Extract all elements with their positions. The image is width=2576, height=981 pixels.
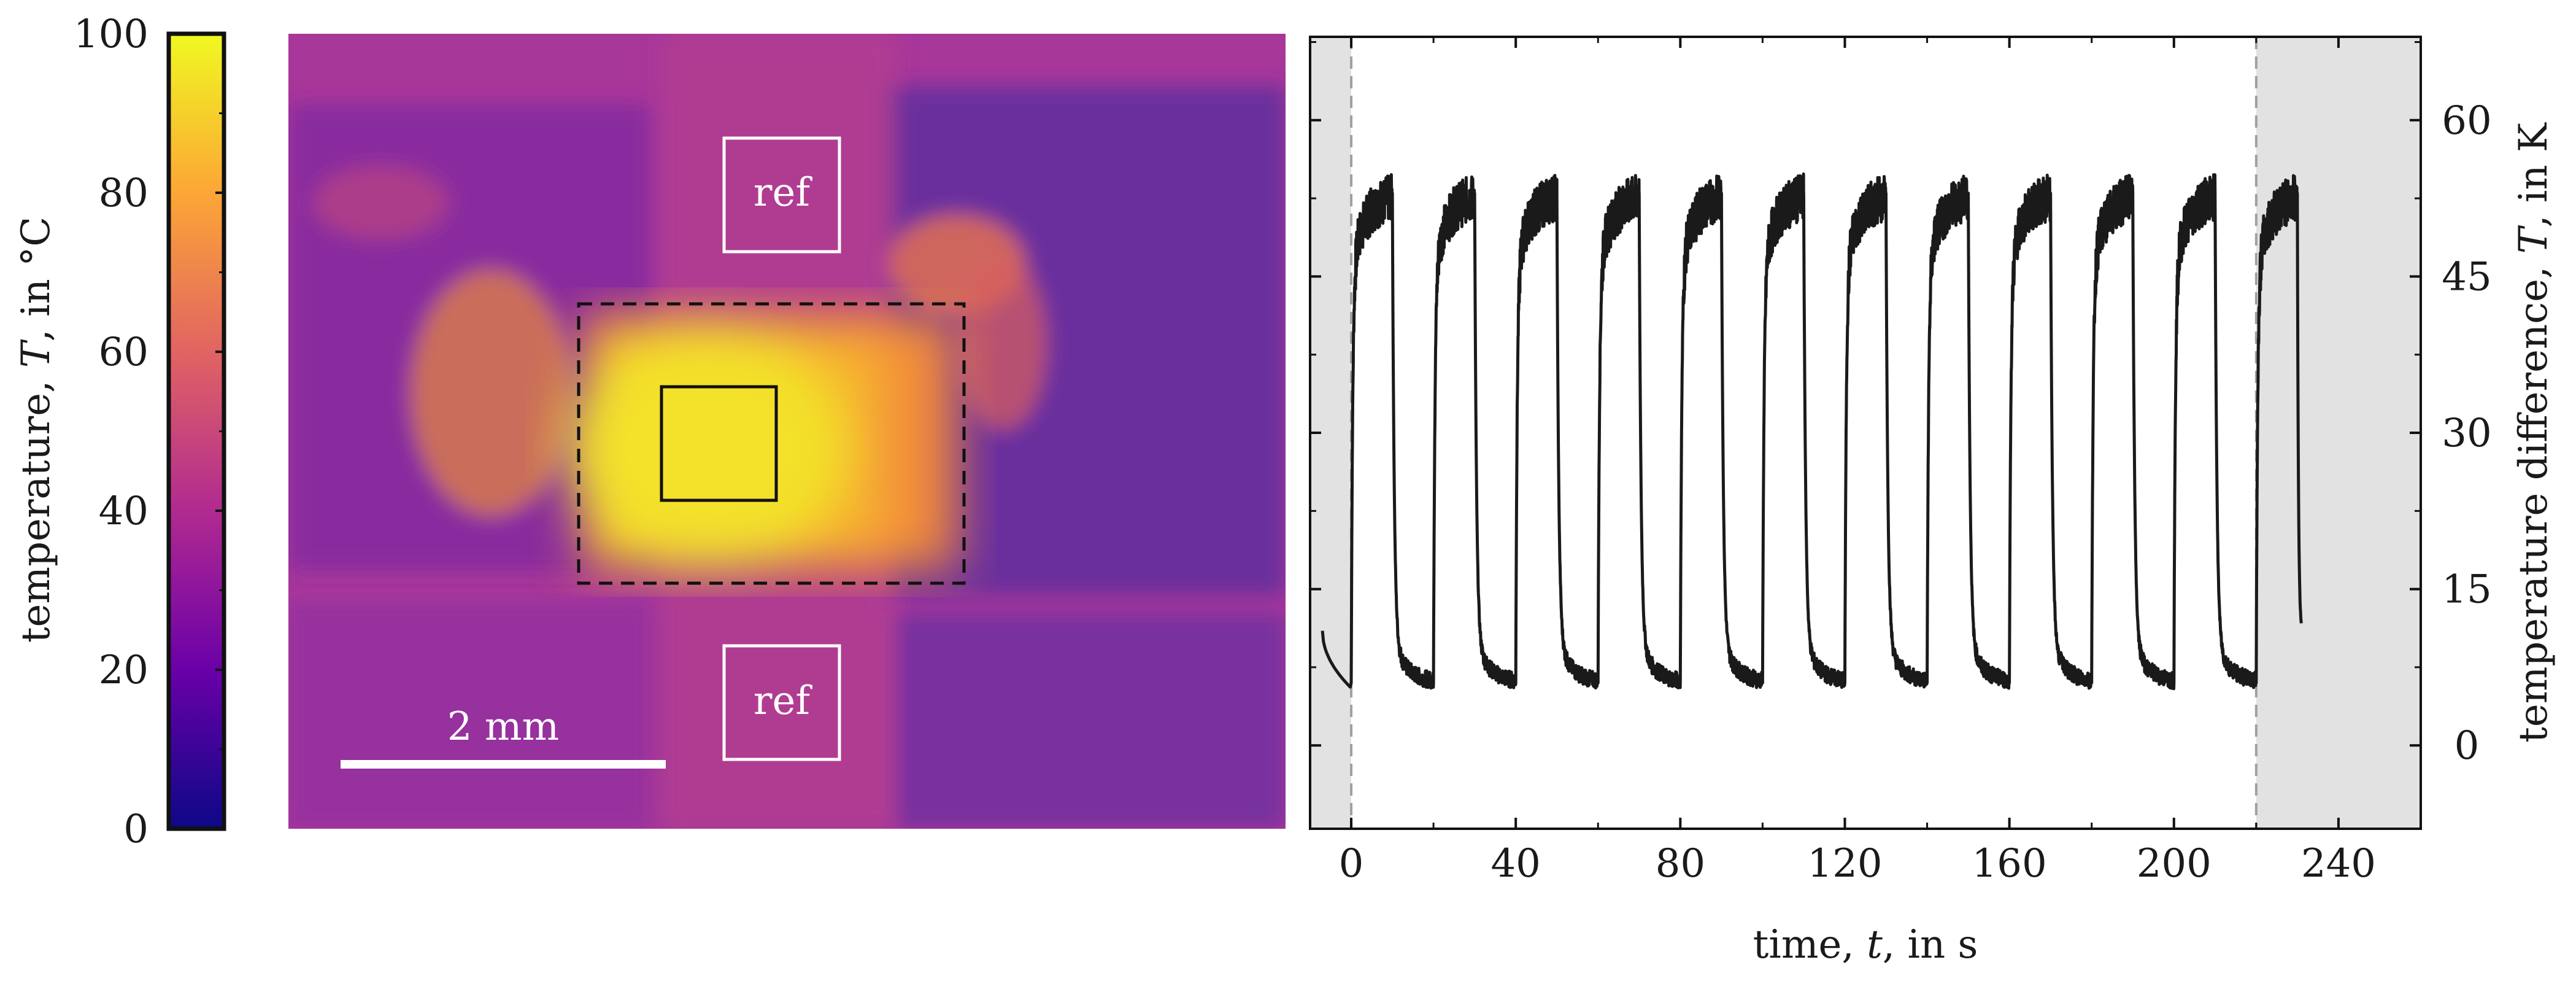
hot-region: [565, 313, 957, 571]
colorbar-tick-label: 0: [123, 807, 148, 852]
ref-label-top: ref: [754, 170, 812, 215]
y-tick-label: 60: [2442, 98, 2491, 144]
thermal-image: ref ref 2 mm: [288, 34, 1286, 829]
scale-bar: [341, 760, 666, 769]
y-tick-label: 15: [2442, 567, 2491, 613]
shaded-region: [2256, 37, 2421, 829]
plot-line-group: [1321, 172, 2303, 691]
series-line: [1321, 172, 2303, 691]
solid-roi: [660, 385, 778, 502]
colorbar-tick-label: 80: [99, 171, 148, 216]
ref-box-bottom: [722, 644, 841, 761]
colorbar-tick-label: 20: [99, 648, 148, 693]
x-tick-label: 40: [1490, 841, 1540, 886]
colorbar-ticks: 0 20 40 60 80 100: [74, 12, 224, 852]
line-plot: 0 40 80 120 160 200 240 0 15 30 45 60 time, t, in …: [1309, 36, 2556, 967]
thermal-structures: [288, 34, 1286, 829]
x-tick-label: 120: [1807, 841, 1882, 886]
x-axis-label: time, t, in s: [1753, 922, 1978, 967]
y-tick-label: 45: [2442, 254, 2491, 300]
colorbar-tick-label: 60: [99, 330, 148, 375]
x-tick-label: 0: [1339, 841, 1364, 886]
ref-box-top: [722, 136, 841, 254]
y-ticks: 0 15 30 45 60: [1310, 41, 2492, 769]
x-tick-label: 240: [2301, 841, 2376, 886]
colorbar-fill: [166, 31, 226, 831]
x-ticks: 0 40 80 120 160 200 240: [1339, 37, 2376, 886]
x-tick-label: 80: [1656, 841, 1705, 886]
colorbar-label: temperature, T, in °C: [13, 217, 59, 643]
ref-label-bottom: ref: [754, 678, 812, 724]
y-tick-label: 30: [2442, 411, 2491, 456]
scale-bar-label: 2 mm: [447, 704, 559, 750]
y-tick-label: 0: [2455, 723, 2480, 769]
colorbar-tick-label: 100: [74, 12, 148, 57]
x-tick-label: 160: [1972, 841, 2047, 886]
colorbar: 0 20 40 60 80 100 temperature, T, in °C: [13, 12, 226, 852]
colorbar-tick-label: 40: [99, 489, 148, 534]
x-tick-label: 200: [2137, 841, 2212, 886]
y-axis-label: temperature difference, T, in K: [2511, 122, 2556, 743]
